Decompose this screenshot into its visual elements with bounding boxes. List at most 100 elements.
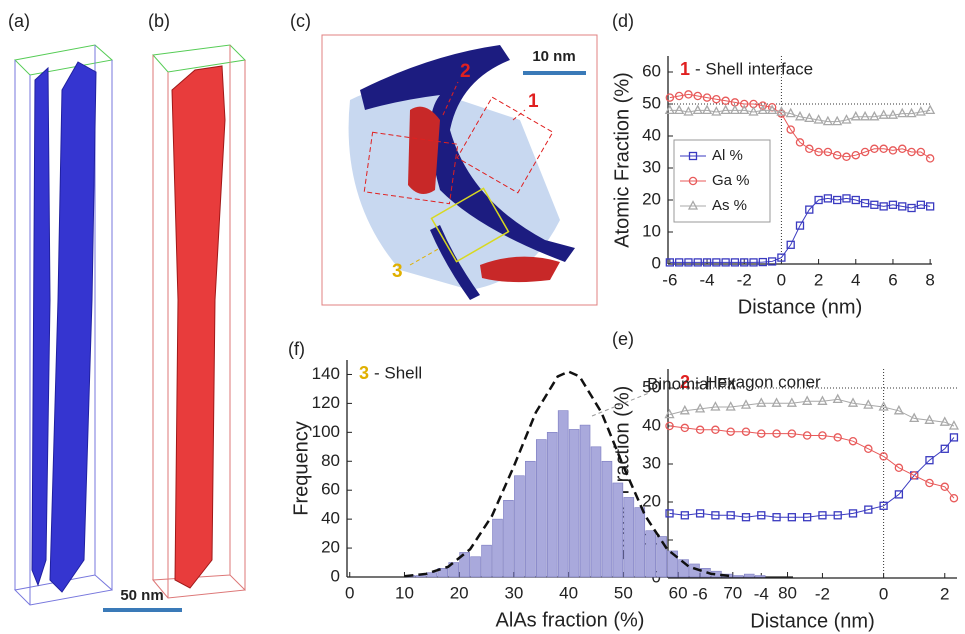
marker	[665, 421, 674, 431]
fit-curve	[404, 370, 733, 578]
panel-b-render	[151, 44, 247, 599]
marker	[925, 104, 936, 115]
marker	[814, 147, 823, 157]
marker	[674, 91, 684, 101]
marker	[907, 147, 916, 157]
histogram-bar	[678, 559, 689, 578]
marker	[740, 258, 749, 267]
legend-label: Ga %	[712, 172, 750, 189]
marker	[879, 144, 888, 154]
marker	[802, 395, 813, 405]
marker	[842, 152, 851, 162]
x-tick-label: 10	[395, 583, 414, 602]
marker	[684, 258, 693, 267]
marker	[795, 221, 805, 230]
marker	[758, 101, 768, 110]
histogram-bar	[415, 575, 427, 578]
marker	[730, 258, 740, 267]
histogram-bar	[590, 446, 602, 578]
marker	[864, 505, 873, 514]
annotation-number: 2	[680, 372, 690, 392]
marker	[695, 425, 705, 435]
marker	[665, 93, 675, 102]
marker	[786, 397, 797, 407]
histogram-bar	[743, 573, 755, 578]
region-marker: 1	[528, 91, 539, 112]
roi-box	[363, 131, 459, 205]
y-tick-label: 20	[642, 491, 661, 510]
histogram-bar	[426, 572, 438, 578]
x-axis-label: Distance (nm)	[738, 296, 862, 318]
marker	[771, 397, 782, 407]
marker	[787, 429, 797, 438]
marker	[749, 258, 758, 267]
y-tick-label: 50	[642, 377, 661, 396]
histogram-bar	[754, 575, 766, 578]
marker	[906, 107, 917, 118]
x-tick-label: 70	[723, 583, 742, 602]
marker	[879, 501, 888, 510]
marker	[741, 427, 751, 436]
pointer	[409, 247, 441, 266]
marker	[878, 401, 889, 411]
marker	[879, 452, 888, 461]
marker	[702, 258, 712, 267]
marker	[693, 258, 702, 267]
panel-c-render	[321, 34, 598, 306]
x-tick-label: 40	[559, 583, 578, 602]
legend-label: As %	[712, 197, 747, 214]
marker	[688, 176, 698, 186]
histogram-bar	[525, 460, 536, 578]
marker	[695, 509, 705, 518]
x-axis-label: AlAs fraction (%)	[496, 609, 645, 631]
x-tick-label: 2	[814, 270, 823, 289]
histogram-bar	[481, 544, 492, 578]
marker	[802, 513, 812, 522]
panel-label: (a)	[8, 11, 30, 31]
marker	[833, 511, 842, 520]
marker	[916, 147, 926, 157]
marker	[850, 110, 861, 121]
marker	[870, 200, 879, 209]
marker	[787, 513, 797, 522]
marker	[683, 106, 694, 116]
marker	[688, 151, 698, 161]
marker	[786, 240, 795, 249]
marker	[721, 258, 730, 267]
marker	[925, 456, 934, 465]
histogram-bar	[514, 475, 525, 578]
histogram-bar	[492, 518, 503, 578]
marker	[741, 513, 751, 522]
marker	[870, 144, 879, 154]
x-tick-label: -6	[693, 584, 708, 603]
histogram-bar	[568, 429, 580, 578]
legend-label: Al %	[712, 147, 743, 164]
y-tick-label: 20	[321, 538, 340, 557]
fit-pointer	[591, 392, 650, 417]
y-tick-label: 40	[642, 415, 661, 434]
x-tick-label: -4	[754, 584, 769, 603]
x-tick-label: -6	[662, 270, 677, 289]
marker	[693, 91, 702, 101]
x-tick-label: -2	[737, 270, 752, 289]
shell-wall	[31, 66, 51, 587]
region-marker: 2	[460, 61, 471, 82]
y-tick-label: 30	[642, 453, 661, 472]
x-tick-label: 80	[778, 583, 797, 602]
fit-label: Binomial Fit	[647, 374, 736, 393]
marker	[949, 493, 959, 503]
marker	[748, 106, 759, 116]
histogram-bar	[503, 500, 514, 578]
marker	[893, 404, 904, 415]
corner-segregation	[480, 256, 560, 283]
marker	[710, 401, 721, 411]
y-tick-label: 40	[642, 125, 661, 144]
marker	[712, 94, 721, 104]
marker	[925, 154, 935, 163]
y-axis-label: Frequency	[290, 421, 312, 516]
marker	[665, 258, 675, 267]
y-tick-label: 100	[312, 422, 340, 441]
marker	[818, 511, 827, 520]
x-tick-label: 2	[940, 584, 949, 603]
